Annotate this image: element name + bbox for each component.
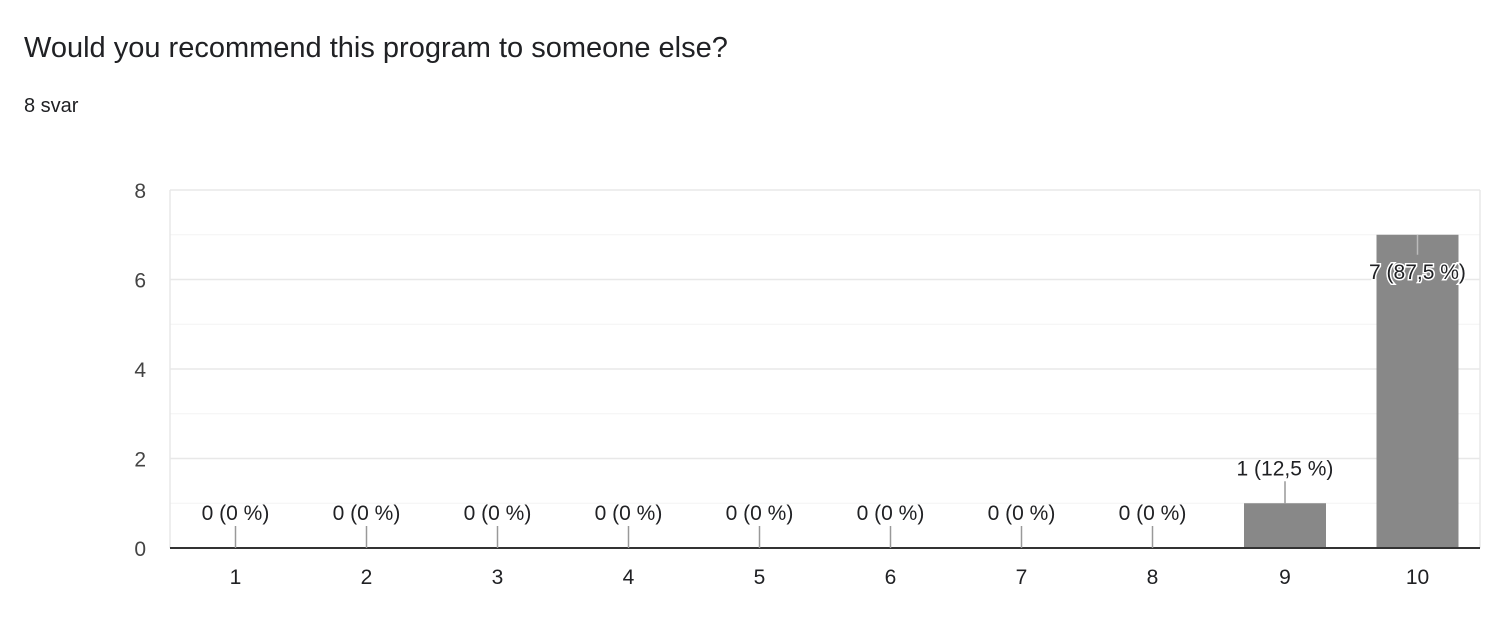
x-tick-label: 10 — [1406, 566, 1429, 589]
x-tick-label: 4 — [623, 566, 635, 589]
x-tick-label: 2 — [361, 566, 373, 589]
data-label: 7 (87,5 %) — [1369, 261, 1466, 284]
bar — [1244, 503, 1326, 548]
chart-grid — [169, 189, 1481, 548]
chart-data-labels: 0 (0 %) 0 (0 %) 0 (0 %) 0 (0 %) 0 (0 %) 0 (0 … — [202, 234, 1467, 548]
x-tick-label: 7 — [1016, 566, 1028, 589]
data-label: 0 (0 %) — [595, 502, 663, 525]
data-label: 1 (12,5 %) — [1237, 457, 1334, 480]
chart-axes: 0 2 4 6 8 1 2 3 4 5 6 7 8 9 10 — [134, 180, 1480, 589]
data-label: 0 (0 %) — [1119, 502, 1187, 525]
y-tick-label: 2 — [134, 449, 146, 472]
x-tick-label: 8 — [1147, 566, 1159, 589]
y-tick-label: 4 — [134, 359, 146, 382]
data-label: 0 (0 %) — [464, 502, 532, 525]
data-label: 0 (0 %) — [202, 502, 270, 525]
question-title: Would you recommend this program to some… — [24, 32, 728, 64]
response-count: 8 svar — [24, 95, 79, 117]
data-label: 0 (0 %) — [857, 502, 925, 525]
x-tick-label: 5 — [754, 566, 766, 589]
data-label: 0 (0 %) — [988, 502, 1056, 525]
bar — [1376, 234, 1459, 548]
data-label: 0 (0 %) — [333, 502, 401, 525]
x-tick-label: 9 — [1279, 566, 1291, 589]
y-tick-label: 6 — [134, 270, 146, 293]
data-label: 0 (0 %) — [726, 502, 794, 525]
x-tick-label: 3 — [492, 566, 504, 589]
y-tick-label: 8 — [134, 180, 146, 203]
chart-bars — [1244, 234, 1459, 548]
y-tick-label: 0 — [134, 538, 146, 561]
x-tick-label: 6 — [885, 566, 897, 589]
x-tick-label: 1 — [230, 566, 242, 589]
